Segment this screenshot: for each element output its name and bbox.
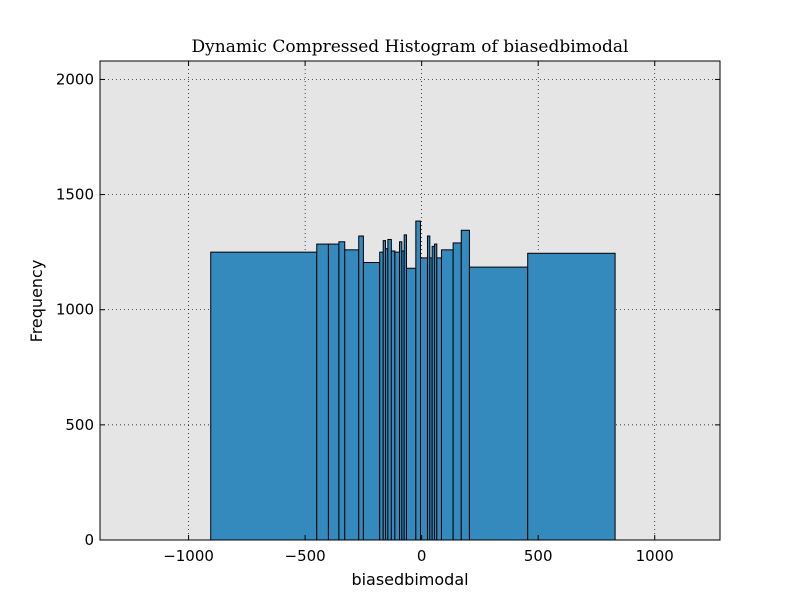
x-tick-label-0: −1000 (163, 547, 214, 565)
y-tick-label-1: 500 (65, 416, 94, 434)
histogram-bar-12 (394, 251, 401, 541)
chart-title: Dynamic Compressed Histogram of biasedbi… (192, 37, 629, 57)
histogram-bar-27 (468, 266, 529, 541)
histogram-bar-10 (387, 238, 392, 541)
histogram-bar-25 (452, 242, 462, 541)
histogram-bar-23 (436, 257, 442, 541)
histogram-bar-4 (344, 249, 360, 541)
histogram-bar-3 (338, 241, 346, 541)
histogram-bars (210, 220, 616, 541)
histogram-bar-7 (379, 251, 384, 541)
y-tick-label-3: 1500 (56, 186, 94, 204)
histogram-bar-17 (415, 220, 421, 541)
x-axis-label: biasedbimodal (351, 570, 468, 589)
x-tick-label-1: −500 (285, 547, 326, 565)
histogram-bar-11 (390, 250, 396, 541)
x-tick-label-4: 1000 (636, 547, 674, 565)
histogram-bar-26 (460, 229, 470, 541)
axis-ticks (100, 61, 720, 541)
x-tick-label-2: 0 (417, 547, 427, 565)
histogram-bar-24 (440, 249, 454, 541)
histogram-bar-2 (327, 243, 340, 541)
histogram-bar-16 (406, 267, 417, 541)
y-axis-label: Frequency (27, 260, 46, 343)
plot-frame (99, 60, 721, 541)
histogram-bar-18 (419, 257, 428, 541)
x-tick-label-3: 500 (524, 547, 553, 565)
axis-tick-labels: −1000 −500 0 500 1000 0 500 1000 1500 2000 (56, 70, 674, 565)
y-tick-label-4: 2000 (56, 70, 94, 88)
histogram-bar-6 (362, 262, 381, 541)
histogram-bar-28 (527, 252, 616, 541)
y-tick-label-2: 1000 (56, 301, 94, 319)
histogram-bar-1 (316, 243, 329, 541)
histogram-bar-5 (358, 235, 364, 541)
histogram-bar-0 (210, 251, 318, 541)
y-tick-label-0: 0 (84, 531, 94, 549)
